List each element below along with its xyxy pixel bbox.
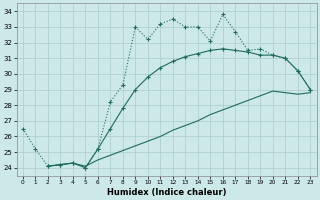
X-axis label: Humidex (Indice chaleur): Humidex (Indice chaleur): [107, 188, 226, 197]
